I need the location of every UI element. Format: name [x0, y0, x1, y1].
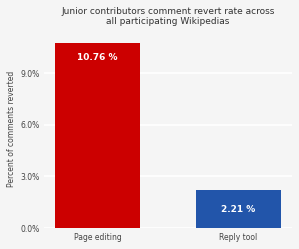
Bar: [56, 43, 140, 228]
Text: 10.76 %: 10.76 %: [77, 53, 118, 62]
Y-axis label: Percent of comments reverted: Percent of comments reverted: [7, 71, 16, 187]
Bar: [196, 190, 281, 228]
Title: Junior contributors comment revert rate across
all participating Wikipedias: Junior contributors comment revert rate …: [62, 7, 275, 26]
Text: 2.21 %: 2.21 %: [222, 205, 256, 214]
